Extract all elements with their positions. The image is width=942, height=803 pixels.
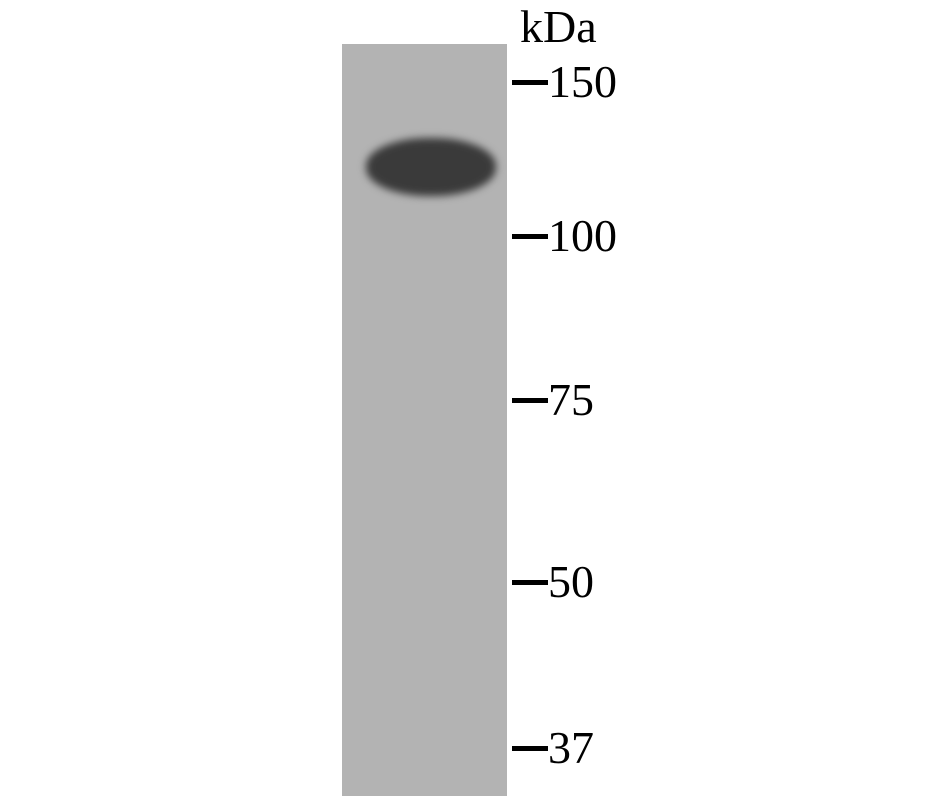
mw-tick-75 <box>512 398 548 403</box>
mw-label-75: 75 <box>548 373 594 426</box>
mw-tick-100 <box>512 234 548 239</box>
mw-tick-37 <box>512 746 548 751</box>
mw-label-50: 50 <box>548 555 594 608</box>
mw-label-150: 150 <box>548 55 617 108</box>
mw-tick-50 <box>512 580 548 585</box>
unit-label: kDa <box>520 0 597 53</box>
protein-band <box>366 138 496 196</box>
western-blot-figure: kDa 150 100 75 50 37 <box>0 0 942 803</box>
mw-label-37: 37 <box>548 721 594 774</box>
mw-tick-150 <box>512 80 548 85</box>
mw-label-100: 100 <box>548 209 617 262</box>
